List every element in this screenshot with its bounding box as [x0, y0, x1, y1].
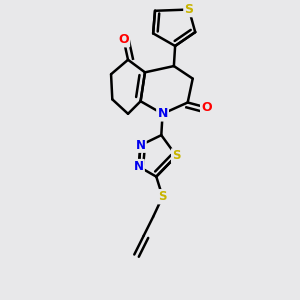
Text: S: S — [184, 3, 194, 16]
Text: N: N — [136, 139, 146, 152]
Text: O: O — [201, 101, 212, 114]
Text: N: N — [158, 107, 168, 120]
Text: O: O — [118, 33, 129, 46]
Text: S: S — [172, 149, 181, 162]
Text: S: S — [158, 190, 167, 203]
Text: N: N — [134, 160, 144, 173]
